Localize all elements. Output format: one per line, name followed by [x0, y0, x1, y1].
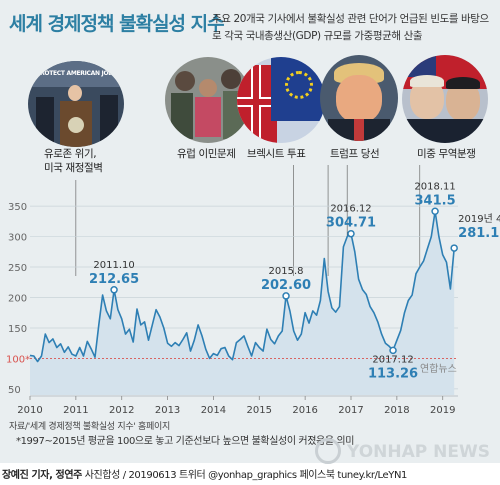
annotation-value: 113.26	[368, 366, 418, 381]
annotation-value: 304.71	[326, 216, 376, 231]
event-label-line: 유럽 이민문제	[177, 148, 236, 160]
series-line	[29, 210, 455, 363]
migrants-crowd-photo	[165, 57, 251, 143]
event-label-line: 브렉시트 투표	[247, 148, 306, 160]
annotation-date: 2016.12	[330, 204, 371, 215]
y-tick-label: 200	[8, 294, 27, 305]
x-tick-label: 2018	[384, 405, 409, 416]
y-tick-label: 50	[8, 385, 21, 396]
annotation-date: 2018.11	[414, 181, 455, 192]
x-tick-label: 2016	[292, 405, 317, 416]
subtitle: 주요 20개국 기사에서 불확실성 관련 단어가 언급된 빈도를 바탕으로 각국…	[212, 13, 489, 42]
event-label-brexit: 브렉시트 투표	[247, 147, 306, 161]
event-label-trade-war: 미중 무역분쟁	[417, 147, 476, 161]
logo-text: YONHAP NEWS	[347, 442, 490, 462]
annotation-value: 281.11	[458, 226, 500, 241]
event-label-line: 유로존 위기,	[44, 148, 97, 160]
y-tick-label: 350	[8, 202, 27, 213]
annotation-marker	[431, 207, 439, 216]
yonhap-logo-icon	[315, 438, 341, 464]
yonhap-logo: YONHAP NEWS	[315, 436, 490, 466]
event-label-line: 미국 재정절벽	[44, 162, 103, 174]
y-tick-label: 150	[8, 324, 27, 335]
x-tick-label: 2017	[338, 405, 363, 416]
annotation-marker	[347, 229, 355, 238]
annotation-marker	[450, 244, 458, 252]
annotation-value: 212.65	[89, 272, 139, 287]
event-label-line: 트럼프 당선	[330, 148, 380, 160]
x-tick-label: 2012	[109, 405, 134, 416]
annotation-marker	[389, 346, 397, 355]
us-china-leaders-photo	[402, 55, 488, 143]
photo-strip: PROTECT AMERICAN JOBS	[0, 55, 500, 155]
annotation-date: 2017.12	[372, 354, 413, 365]
photo-sign-text: PROTECT AMERICAN JOBS	[36, 70, 117, 77]
credit-line: 장예진 기자, 정연주 사진합성 / 20190613 트위터 @yonhap_…	[2, 466, 407, 481]
event-label-eurozone: 유로존 위기, 미국 재정절벽	[44, 147, 103, 175]
series-area	[30, 211, 455, 395]
source-note: 자료/'세계 경제정책 불확실성 지수' 홈페이지	[9, 422, 170, 432]
event-label-europe-migration: 유럽 이민문제	[177, 147, 236, 161]
x-tick-label: 2011	[63, 405, 88, 416]
event-label-trump-election: 트럼프 당선	[330, 147, 380, 161]
page-title: 세계 경제정책 불확실성 지수	[9, 13, 225, 35]
agency-watermark: 연합뉴스	[420, 364, 457, 375]
eu-uk-flags-photo	[237, 57, 325, 143]
annotation-date: 2015.8	[269, 266, 304, 277]
annotation-value: 202.60	[261, 278, 311, 293]
uncertainty-index-chart: 350 300 250 200 150 50 100* 2010 2011 2012 2013 201…	[6, 165, 500, 416]
trump-portrait-photo	[320, 55, 398, 141]
x-tick-label: 2014	[201, 405, 226, 416]
annotation-marker	[282, 292, 290, 300]
x-tick-label: 2015	[247, 405, 272, 416]
x-tick-label: 2013	[155, 405, 180, 416]
annotation-value: 341.5	[415, 193, 456, 208]
x-tick-label: 2010	[17, 405, 42, 416]
credit-author: 장예진 기자, 정연주	[2, 470, 82, 481]
annotation-date: 2011.10	[93, 260, 134, 271]
infographic-card: 세계 경제정책 불확실성 지수 주요 20개국 기사에서 불확실성 관련 단어가…	[0, 0, 500, 463]
x-tick-label: 2019	[430, 405, 455, 416]
y-tick-label: 250	[8, 263, 27, 274]
annotation-marker	[110, 286, 118, 294]
footnote: *1997~2015년 평균을 100으로 놓고 기준선보다 높으면 불확실성이…	[16, 436, 354, 447]
annotation-date: 2019년 4월	[458, 213, 500, 225]
credit-details: 사진합성 / 20190613 트위터 @yonhap_graphics 페이스…	[81, 470, 408, 481]
us-capitol-podium-photo: PROTECT AMERICAN JOBS	[28, 61, 124, 147]
event-label-line: 미중 무역분쟁	[417, 148, 476, 160]
baseline-label: 100*	[6, 354, 30, 365]
y-tick-label: 300	[8, 233, 27, 244]
